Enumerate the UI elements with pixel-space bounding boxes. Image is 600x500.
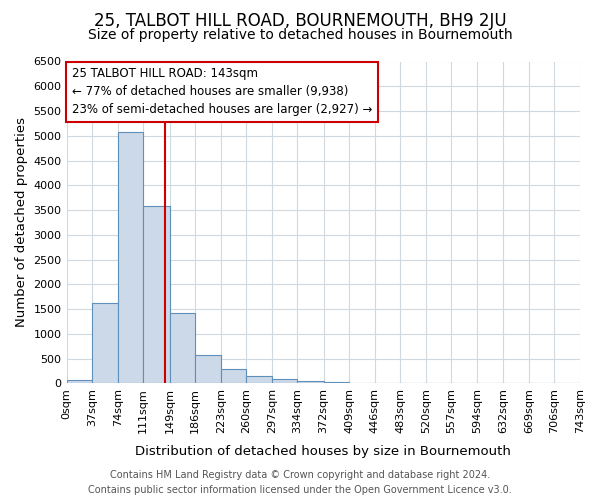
Bar: [246, 376, 272, 384]
Bar: [67, 380, 92, 384]
X-axis label: Distribution of detached houses by size in Bournemouth: Distribution of detached houses by size …: [136, 444, 511, 458]
Text: 25, TALBOT HILL ROAD, BOURNEMOUTH, BH9 2JU: 25, TALBOT HILL ROAD, BOURNEMOUTH, BH9 2…: [94, 12, 506, 30]
Text: 25 TALBOT HILL ROAD: 143sqm
← 77% of detached houses are smaller (9,938)
23% of : 25 TALBOT HILL ROAD: 143sqm ← 77% of det…: [72, 68, 373, 116]
Bar: [143, 206, 170, 384]
Y-axis label: Number of detached properties: Number of detached properties: [15, 118, 28, 328]
Text: Contains HM Land Registry data © Crown copyright and database right 2024.
Contai: Contains HM Land Registry data © Crown c…: [88, 470, 512, 495]
Bar: [221, 369, 246, 384]
Bar: [272, 380, 298, 384]
Bar: [323, 382, 349, 384]
Bar: [118, 132, 143, 384]
Bar: [298, 381, 323, 384]
Bar: [195, 354, 221, 384]
Bar: [92, 303, 118, 384]
Bar: [170, 313, 195, 384]
Text: Size of property relative to detached houses in Bournemouth: Size of property relative to detached ho…: [88, 28, 512, 42]
